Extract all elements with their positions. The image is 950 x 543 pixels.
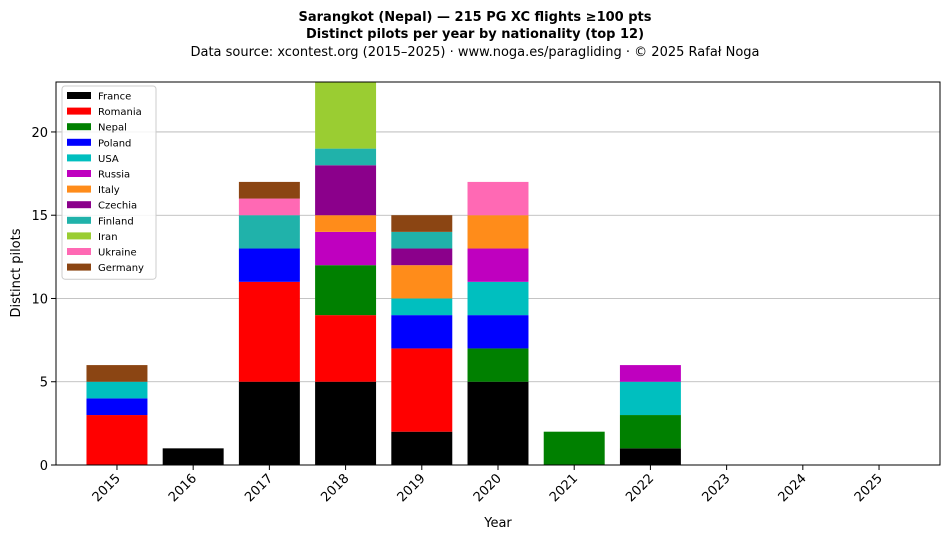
legend-label-russia: Russia	[98, 170, 130, 181]
bar-russia-2018	[315, 231, 377, 266]
legend-box	[61, 85, 157, 280]
x-tick-label: 2019	[395, 471, 429, 505]
x-tick-label: 2022	[623, 471, 657, 505]
legend-swatch-czechia	[67, 201, 91, 209]
chart-title-line2: Distinct pilots per year by nationality …	[306, 27, 644, 42]
legend-label-france: France	[98, 92, 131, 103]
x-axis-label: Year	[483, 516, 512, 531]
bar-italy-2020	[467, 215, 529, 249]
legend-swatch-russia	[67, 170, 91, 177]
bar-france-2022	[619, 448, 681, 465]
legend-swatch-nepal	[67, 123, 91, 131]
legend-swatch-france	[67, 92, 91, 99]
x-tick-label: 2024	[776, 471, 810, 505]
bar-france-2017	[238, 381, 300, 465]
bar-france-2016	[162, 448, 224, 465]
bar-poland-2019	[391, 315, 453, 349]
bar-russia-2022	[619, 365, 681, 382]
bar-czechia-2018	[315, 165, 377, 216]
bar-usa-2019	[391, 298, 453, 316]
legend-swatch-ukraine	[67, 248, 91, 255]
y-tick-label: 15	[31, 209, 48, 224]
x-tick-label: 2015	[90, 471, 124, 505]
legend-swatch-iran	[67, 232, 91, 240]
legend-label-finland: Finland	[98, 216, 134, 227]
bar-nepal-2022	[619, 415, 681, 449]
x-axis: 2015 2016 2017 2018 2019 2020 2021 2022 2023 2024…	[90, 465, 886, 505]
bar-romania-2015	[86, 415, 148, 465]
bar-nepal-2018	[315, 265, 377, 316]
bar-ukraine-2020	[467, 181, 529, 216]
bar-romania-2018	[315, 315, 377, 382]
y-tick-label: 0	[40, 459, 48, 474]
y-tick-label: 20	[31, 126, 48, 141]
bar-russia-2020	[467, 248, 529, 282]
x-tick-label: 2025	[852, 471, 886, 505]
legend-label-germany: Germany	[98, 263, 144, 274]
y-axis-label: Distinct pilots	[9, 228, 24, 317]
bar-france-2020	[467, 381, 529, 465]
bar-italy-2019	[391, 265, 453, 299]
legend-swatch-finland	[67, 216, 91, 224]
x-tick-label: 2020	[471, 471, 505, 505]
bar-romania-2019	[391, 348, 453, 432]
x-tick-label: 2016	[166, 471, 200, 505]
y-tick-label: 10	[31, 292, 48, 307]
legend-label-romania: Romania	[98, 107, 142, 118]
legend-swatch-germany	[67, 263, 91, 271]
x-tick-label: 2023	[699, 471, 733, 505]
bar-finland-2019	[391, 231, 453, 249]
bar-poland-2020	[467, 315, 529, 349]
bar-ukraine-2017	[238, 198, 300, 216]
legend-label-poland: Poland	[98, 138, 131, 149]
legend-label-nepal: Nepal	[98, 123, 127, 134]
bar-usa-2015	[86, 381, 148, 399]
bar-finland-2017	[238, 215, 300, 249]
x-tick-label: 2017	[242, 471, 276, 505]
bar-germany-2015	[86, 365, 148, 382]
bar-germany-2019	[391, 215, 453, 232]
bar-iran-2018	[315, 82, 377, 149]
legend-swatch-poland	[67, 138, 91, 146]
y-axis: 0 5 10 15 20	[31, 126, 56, 474]
legend-label-ukraine: Ukraine	[98, 248, 137, 259]
legend-swatch-italy	[67, 185, 91, 193]
bar-nepal-2021	[543, 431, 605, 465]
bar-usa-2022	[619, 381, 681, 416]
legend: France Romania Nepal Poland USA Russia Italy Cz…	[61, 85, 157, 280]
bar-usa-2020	[467, 281, 529, 316]
legend-label-czechia: Czechia	[98, 201, 137, 212]
x-tick-label: 2021	[547, 471, 581, 505]
bar-finland-2018	[315, 148, 377, 166]
bars	[86, 82, 681, 465]
bar-france-2019	[391, 431, 453, 465]
bar-czechia-2019	[391, 248, 453, 266]
bar-poland-2015	[86, 398, 148, 416]
y-tick-label: 5	[40, 376, 48, 391]
x-tick-label: 2018	[318, 471, 352, 505]
bar-italy-2018	[315, 215, 377, 232]
chart-subtitle: Data source: xcontest.org (2015–2025) · …	[190, 45, 759, 60]
legend-swatch-usa	[67, 154, 91, 162]
legend-label-iran: Iran	[98, 232, 118, 243]
legend-label-usa: USA	[98, 154, 119, 165]
legend-label-italy: Italy	[98, 185, 120, 196]
bar-poland-2017	[238, 248, 300, 282]
bar-france-2018	[315, 381, 377, 465]
bar-germany-2017	[238, 181, 300, 199]
chart-title-line1: Sarangkot (Nepal) — 215 PG XC flights ≥1…	[299, 10, 652, 25]
legend-swatch-romania	[67, 107, 91, 115]
bar-nepal-2020	[467, 348, 529, 382]
bar-romania-2017	[238, 281, 300, 382]
